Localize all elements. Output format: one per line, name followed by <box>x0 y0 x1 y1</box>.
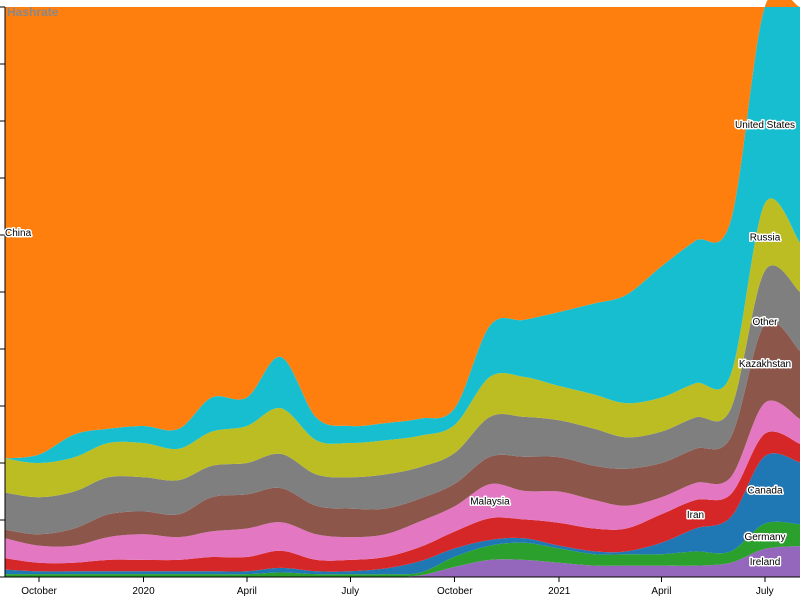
x-tick-label: 2021 <box>548 586 571 597</box>
area-kazakhstan <box>5 320 800 547</box>
area-china <box>5 0 800 459</box>
series-label-china: China <box>5 228 32 239</box>
area-united-states <box>5 0 800 464</box>
series-label-iran: Iran <box>687 510 704 521</box>
x-tick-label: 2020 <box>132 586 155 597</box>
series-label-germany: Germany <box>744 532 785 543</box>
series-label-canada: Canada <box>747 485 782 496</box>
chart-title: Hashrate <box>7 5 59 19</box>
series-label-malaysia: Malaysia <box>470 497 510 508</box>
series-labels: Ireland Germany Canada Iran Malaysia Kazakhst… <box>4 119 797 570</box>
area-iran <box>5 431 800 572</box>
series-label-united-states: United States <box>735 120 795 131</box>
x-tick-label: July <box>341 586 359 597</box>
area-layers <box>5 0 800 578</box>
area-ireland <box>5 546 800 578</box>
x-axis: October 2020 April July October 2021 April July <box>5 576 800 597</box>
area-russia <box>5 198 800 498</box>
area-malaysia <box>5 400 800 564</box>
x-tick-label: October <box>21 586 57 597</box>
area-other <box>5 265 800 535</box>
x-tick-label: April <box>651 586 671 597</box>
y-axis <box>0 6 6 578</box>
x-tick-label: July <box>756 586 774 597</box>
x-tick-label: April <box>237 586 257 597</box>
x-tick-label: October <box>437 586 473 597</box>
series-label-other: Other <box>752 317 778 328</box>
series-label-russia: Russia <box>750 233 781 244</box>
series-label-kazakhstan: Kazakhstan <box>739 359 791 370</box>
series-label-ireland: Ireland <box>750 557 781 568</box>
area-germany <box>5 521 800 578</box>
